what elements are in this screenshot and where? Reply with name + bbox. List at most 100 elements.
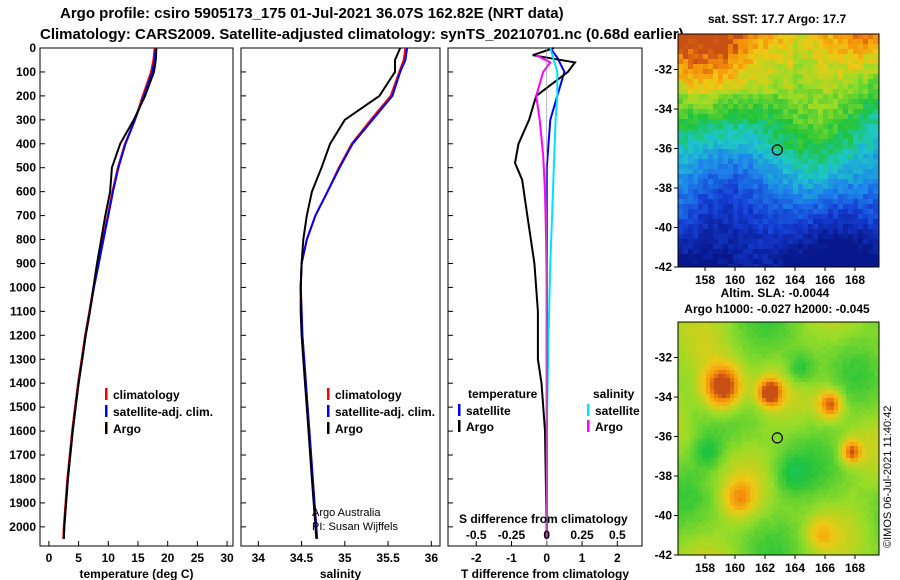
sla_map-cell (838, 394, 843, 399)
sla_map-cell (830, 358, 835, 363)
sst_map-cell (823, 49, 829, 55)
sst_map-cell (793, 184, 799, 190)
sla_map-cell (686, 446, 691, 451)
sla_map-cell (810, 358, 815, 363)
sla_map-cell (774, 422, 779, 427)
sla_map-cell (810, 502, 815, 507)
sla_map-cell (854, 438, 859, 443)
sst_map-cell (788, 54, 794, 60)
sst_map-cell (743, 169, 749, 175)
difference-xlabel: T difference from climatology (461, 567, 629, 580)
sla_map-cell (682, 470, 687, 475)
sst_map-cell (833, 154, 839, 160)
sla_map-cell (702, 426, 707, 431)
sla_map-cell (690, 490, 695, 495)
sst_map-cell (693, 229, 699, 235)
sla_map-cell (870, 406, 875, 411)
sst_map-cell (878, 149, 879, 155)
sla_map-cell (698, 450, 703, 455)
sla_map-cell (794, 422, 799, 427)
sst_map-cell (703, 124, 709, 130)
sla_map-cell (738, 394, 743, 399)
sla_map-cell (778, 454, 783, 459)
sla_map-cell (682, 502, 687, 507)
sst_map-cell (688, 179, 694, 185)
sla_map-cell (842, 346, 847, 351)
sla_map-cell (714, 346, 719, 351)
sst_map-cell (768, 189, 774, 195)
sst_map-cell (878, 189, 879, 195)
sst_map-ytick-label: -38 (655, 181, 673, 195)
sla_map-cell (834, 514, 839, 519)
sla_map-cell (810, 426, 815, 431)
sst_map-cell (848, 209, 854, 215)
sst_map-cell (848, 104, 854, 110)
sla_map-cell (806, 322, 811, 327)
sst_map-cell (868, 229, 874, 235)
sst_map-cell (843, 124, 849, 130)
sst_map-cell (688, 189, 694, 195)
sla_map-cell (690, 498, 695, 503)
sla_map-cell (846, 334, 851, 339)
sla_map-cell (694, 538, 699, 543)
sst_map-cell (723, 84, 729, 90)
sla_map-cell (830, 390, 835, 395)
sst_map-cell (793, 84, 799, 90)
sla_map-cell (690, 326, 695, 331)
sla_map-cell (710, 494, 715, 499)
sst_map-cell (778, 154, 784, 160)
sla_map-cell (874, 534, 879, 539)
sla_map-cell (746, 534, 751, 539)
sst_map-cell (693, 59, 699, 65)
sst_map-cell (818, 164, 824, 170)
sla_map-cell (778, 486, 783, 491)
sla_map-cell (706, 354, 711, 359)
sst_map-cell (708, 84, 714, 90)
sla_map-cell (678, 510, 683, 515)
sst_map-cell (698, 94, 704, 100)
sst_map-cell (698, 89, 704, 95)
sla_map-cell (870, 390, 875, 395)
sla_map-cell (678, 514, 683, 519)
sst_map-cell (743, 64, 749, 70)
sst_map-cell (808, 134, 814, 140)
sla_map-cell (790, 450, 795, 455)
sla_map-cell (874, 506, 879, 511)
sst_map-cell (798, 89, 804, 95)
sst_map-cell (718, 244, 724, 250)
sst_map-cell (728, 149, 734, 155)
sla_map-cell (842, 406, 847, 411)
sla_map-cell (722, 470, 727, 475)
sla_map-cell (682, 378, 687, 383)
sst_map-cell (718, 69, 724, 75)
sst_map-cell (803, 189, 809, 195)
sla_map-cell (742, 422, 747, 427)
sst_map-cell (728, 244, 734, 250)
sla_map-cell (782, 362, 787, 367)
sst_map-cell (843, 264, 849, 267)
sst_map-cell (733, 129, 739, 135)
sla_map-cell (782, 430, 787, 435)
sla_map-cell (786, 510, 791, 515)
sla_map-cell (698, 338, 703, 343)
sla_map-cell (866, 434, 871, 439)
sla_map-cell (734, 482, 739, 487)
sst_map-cell (848, 219, 854, 225)
sla_map-cell (862, 442, 867, 447)
sla_map-cell (794, 374, 799, 379)
sst_map-cell (743, 264, 749, 267)
sst_map-cell (743, 44, 749, 50)
sla_map-cell (750, 398, 755, 403)
sst_map-cell (693, 159, 699, 165)
sla_map-cell (718, 466, 723, 471)
sla_map-cell (810, 458, 815, 463)
sst_map-cell (743, 179, 749, 185)
sst_map-cell (823, 74, 829, 80)
sla_map-cell (790, 534, 795, 539)
sst_map-cell (788, 124, 794, 130)
sst_map-cell (768, 94, 774, 100)
sla_map-cell (850, 458, 855, 463)
sst_map-cell (753, 154, 759, 160)
sst_map-cell (803, 89, 809, 95)
sla_map-cell (686, 478, 691, 483)
